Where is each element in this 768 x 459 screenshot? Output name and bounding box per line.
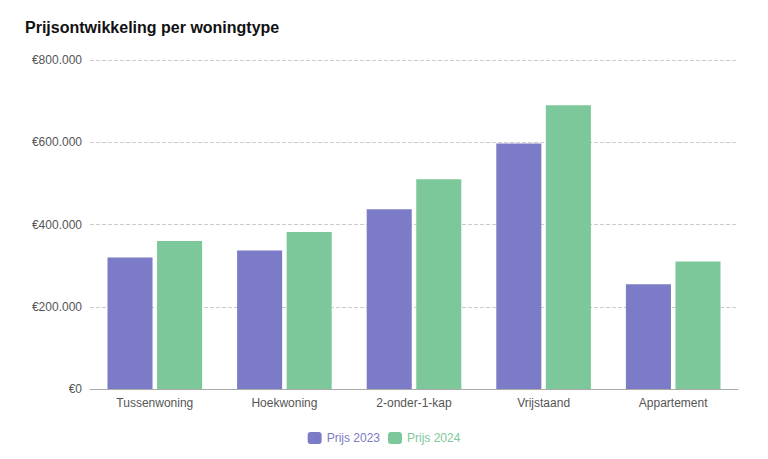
- svg-text:Tussenwoning: Tussenwoning: [116, 396, 193, 410]
- svg-text:€800.000: €800.000: [32, 53, 82, 67]
- svg-text:Prijs 2024: Prijs 2024: [407, 431, 461, 445]
- svg-text:Hoekwoning: Hoekwoning: [251, 396, 317, 410]
- svg-text:Vrijstaand: Vrijstaand: [517, 396, 570, 410]
- svg-text:€600.000: €600.000: [32, 135, 82, 149]
- svg-text:2-onder-1-kap: 2-onder-1-kap: [376, 396, 452, 410]
- svg-text:€0: €0: [69, 382, 83, 396]
- svg-text:€200.000: €200.000: [32, 300, 82, 314]
- svg-text:Prijsontwikkeling per woningty: Prijsontwikkeling per woningtype: [25, 19, 279, 36]
- svg-text:€400.000: €400.000: [32, 218, 82, 232]
- svg-text:Prijs 2023: Prijs 2023: [327, 431, 381, 445]
- svg-text:Appartement: Appartement: [639, 396, 708, 410]
